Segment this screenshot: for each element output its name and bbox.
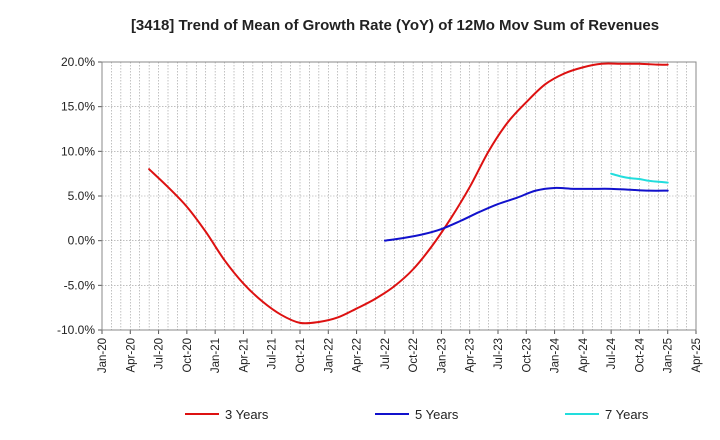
x-tick-label: Oct-22: [408, 338, 420, 373]
y-tick-label: 20.0%: [61, 55, 95, 69]
x-tick-label: Apr-21: [238, 338, 250, 373]
x-tick-label: Jul-22: [380, 338, 392, 369]
x-tick-label: Oct-20: [182, 338, 194, 373]
x-tick-label: Apr-23: [465, 338, 477, 373]
y-tick-label: 15.0%: [61, 100, 95, 114]
x-tick-label: Apr-22: [352, 338, 364, 373]
series-line-7-years: [610, 172, 669, 184]
x-tick-label: Jul-20: [154, 338, 166, 369]
x-tick-label: Jan-25: [663, 338, 675, 373]
x-tick-label: Jan-22: [323, 338, 335, 373]
x-tick-label: Jul-23: [493, 338, 505, 369]
y-tick-label: 10.0%: [61, 144, 95, 158]
x-tick-label: Apr-25: [691, 338, 703, 373]
x-tick-label: Oct-23: [521, 338, 533, 373]
y-tick-label: -5.0%: [64, 278, 96, 292]
y-tick-label: -10.0%: [57, 323, 95, 337]
legend-label-5-years: 5 Years: [415, 407, 459, 422]
x-tick-label: Jan-20: [97, 338, 109, 373]
x-tick-label: Jan-21: [210, 338, 222, 373]
plot-area: Jan-20 Apr-20 Jul-20 Oct-20 Jan-21 Apr-21 Jul-…: [57, 55, 703, 373]
legend-label-3-years: 3 Years: [225, 407, 269, 422]
chart-title: [3418] Trend of Mean of Growth Rate (YoY…: [131, 17, 659, 34]
plot-border: [101, 61, 697, 331]
x-tick-label: Jul-24: [606, 337, 618, 369]
series-line-3-years: [148, 62, 669, 325]
x-tick-label: Oct-24: [634, 337, 646, 372]
x-tick-label: Jan-23: [436, 338, 448, 373]
series-line-5-years: [383, 186, 669, 242]
x-tick-label: Jul-21: [267, 338, 279, 369]
x-tick-label: Jan-24: [550, 337, 562, 373]
legend-label-7-years: 7 Years: [605, 407, 649, 422]
y-tick-label: 5.0%: [68, 189, 96, 203]
y-tick-label: 0.0%: [68, 234, 96, 248]
x-tick-label: Apr-24: [578, 337, 590, 372]
x-tick-label: Apr-20: [125, 338, 137, 373]
x-tick-label: Oct-21: [295, 338, 307, 373]
